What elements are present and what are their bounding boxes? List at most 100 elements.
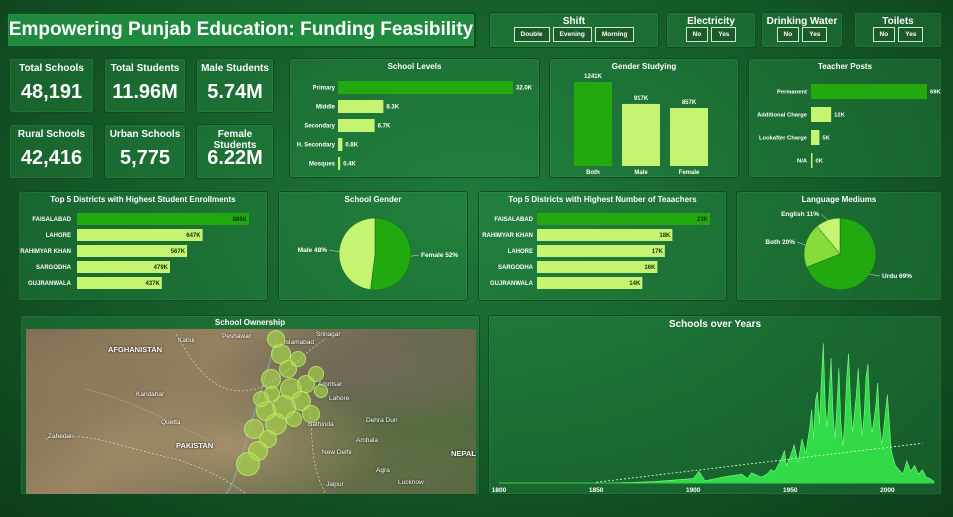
toilets-yes-button[interactable]: Yes bbox=[898, 27, 924, 42]
map-label: AFGHANISTAN bbox=[108, 345, 163, 354]
map-dots bbox=[26, 329, 476, 494]
teacher-districts-card: Top 5 Districts with Highest Number of T… bbox=[478, 191, 727, 301]
toilets-no-button[interactable]: No bbox=[872, 27, 896, 42]
chart-title: Top 5 Districts with Highest Number of T… bbox=[508, 195, 697, 204]
water-slicer-title: Drinking Water bbox=[766, 16, 838, 27]
category-label: FAISALABAD bbox=[32, 217, 71, 223]
map-label: Lucknow bbox=[398, 479, 424, 486]
teacher-posts-chart: Permanent 69K Additional Charge 12K Lookafte… bbox=[757, 84, 941, 168]
map-label: Dehra Dun bbox=[366, 417, 398, 424]
bar[interactable] bbox=[338, 100, 384, 113]
bar[interactable] bbox=[670, 107, 708, 166]
x-tick-label: 1900 bbox=[686, 487, 701, 494]
bar[interactable] bbox=[537, 261, 658, 273]
kpi-value: 42,416 bbox=[20, 147, 83, 169]
toilets-slicer-title: Toilets bbox=[882, 16, 914, 27]
kpi-value: 5,775 bbox=[119, 147, 171, 169]
kpi-urban-schools: Urban Schools 5,775 bbox=[104, 124, 186, 179]
category-label: GUJRANWALA bbox=[490, 281, 534, 287]
map-label: Lahore bbox=[329, 395, 350, 402]
map-label: New Delhi bbox=[322, 449, 352, 456]
kpi-label: Urban Schools bbox=[109, 129, 181, 140]
school-bubble[interactable] bbox=[286, 411, 302, 427]
electricity-slicer: Electricity No Yes bbox=[666, 12, 756, 48]
pie-slice[interactable] bbox=[370, 217, 412, 291]
bar[interactable] bbox=[811, 130, 820, 145]
bar[interactable] bbox=[338, 138, 343, 151]
bar[interactable] bbox=[338, 119, 375, 132]
enrollment-districts-card: Top 5 Districts with Highest Student Enr… bbox=[18, 191, 268, 301]
electricity-no-button[interactable]: No bbox=[685, 27, 709, 42]
language-mediums-card: Language Mediums Urdu 69% Both 20% English… bbox=[736, 191, 942, 301]
map-border bbox=[175, 333, 327, 392]
shift-evening-button[interactable]: Evening bbox=[552, 27, 592, 42]
kpi-value: 6.22M bbox=[207, 147, 263, 169]
water-no-button[interactable]: No bbox=[776, 27, 800, 42]
teacher-districts-chart: FAISALABAD 23K RAHIMYAR KHAN 18K LAHORE 17K SA… bbox=[482, 213, 710, 289]
data-label: 23K bbox=[697, 217, 709, 223]
bar[interactable] bbox=[338, 81, 513, 94]
kpi-label: Total Schools bbox=[19, 63, 84, 74]
shift-double-button[interactable]: Double bbox=[513, 27, 550, 42]
kpi-label: Male Students bbox=[201, 63, 269, 74]
pie-slice[interactable] bbox=[806, 217, 877, 291]
slice-label: Female 52% bbox=[421, 252, 458, 259]
page-title: Empowering Punjab Education: Funding Fea… bbox=[8, 19, 474, 40]
school-bubble[interactable] bbox=[236, 452, 260, 476]
bar[interactable] bbox=[77, 277, 162, 289]
bar[interactable] bbox=[537, 213, 710, 225]
school-bubble[interactable] bbox=[308, 366, 324, 382]
bar[interactable] bbox=[537, 277, 643, 289]
map-label: Kabul bbox=[178, 337, 195, 344]
bar[interactable] bbox=[77, 213, 249, 225]
bar[interactable] bbox=[811, 107, 832, 122]
leader-line bbox=[328, 249, 340, 252]
data-label: 12K bbox=[834, 113, 845, 119]
data-label: 32.0K bbox=[516, 86, 533, 92]
ownership-map[interactable]: AFGHANISTAN PAKISTAN NEPAL Islamabad Amr… bbox=[26, 329, 476, 494]
bar[interactable] bbox=[77, 245, 188, 257]
bar[interactable] bbox=[77, 261, 170, 273]
pie-slice[interactable] bbox=[338, 217, 376, 290]
pie-slice[interactable] bbox=[816, 217, 841, 255]
bar[interactable] bbox=[811, 153, 813, 168]
data-label: 5K bbox=[822, 136, 830, 142]
school-gender-card: School Gender Female 52% Male 48% bbox=[278, 191, 468, 301]
bar[interactable] bbox=[574, 82, 612, 166]
toilets-slicer: Toilets No Yes bbox=[854, 12, 942, 48]
bar[interactable] bbox=[77, 229, 203, 241]
area-series[interactable] bbox=[499, 343, 935, 484]
map-label: Peshawar bbox=[222, 333, 251, 340]
schools-over-years-chart: 1800 1850 1900 1950 2000 bbox=[492, 343, 935, 494]
school-ownership-card: School Ownership AFGHANISTAN PAKISTAN NE… bbox=[20, 315, 480, 495]
data-label: 647K bbox=[186, 233, 201, 239]
map-label: Quetta bbox=[161, 419, 181, 426]
gender-studying-chart: 1241K Both 917K Male 857K Female bbox=[574, 74, 708, 176]
kpi-female-students: Female Students 6.22M bbox=[196, 124, 274, 179]
bar[interactable] bbox=[338, 157, 341, 170]
data-label: 69K bbox=[930, 90, 941, 96]
bar[interactable] bbox=[622, 103, 660, 166]
school-bubble[interactable] bbox=[290, 351, 306, 367]
water-yes-button[interactable]: Yes bbox=[802, 27, 828, 42]
map-title: School Ownership bbox=[214, 318, 286, 327]
map-label: Zahedan bbox=[48, 433, 74, 440]
bar[interactable] bbox=[811, 84, 927, 99]
bar[interactable] bbox=[537, 229, 673, 241]
map-label: NEPAL bbox=[451, 449, 476, 458]
shift-morning-button[interactable]: Morning bbox=[594, 27, 635, 42]
electricity-yes-button[interactable]: Yes bbox=[711, 27, 737, 42]
data-label: 17K bbox=[652, 249, 664, 255]
school-bubble[interactable] bbox=[314, 384, 328, 398]
school-bubble[interactable] bbox=[302, 405, 320, 423]
data-label: 886K bbox=[233, 217, 248, 223]
category-label: RAHIMYAR KHAN bbox=[482, 233, 533, 239]
school-bubble[interactable] bbox=[253, 391, 269, 407]
category-label: LAHORE bbox=[46, 233, 71, 239]
electricity-slicer-title: Electricity bbox=[687, 16, 735, 27]
bar[interactable] bbox=[537, 245, 665, 257]
category-label: SARGODHA bbox=[36, 265, 72, 271]
map-label: Srinagar bbox=[316, 331, 341, 338]
kpi-value: 5.74M bbox=[207, 81, 263, 103]
map-label: Amritsar bbox=[318, 381, 343, 388]
